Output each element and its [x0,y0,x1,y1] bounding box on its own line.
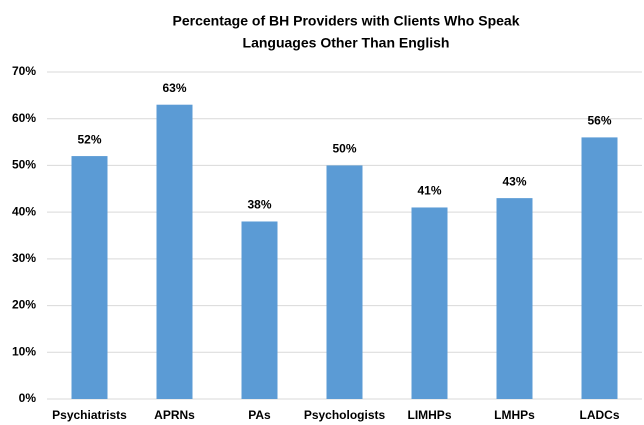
data-label: 41% [417,184,441,198]
y-tick-label: 0% [19,391,37,405]
data-label: 43% [502,174,526,188]
y-tick-label: 10% [12,344,36,358]
bar [326,165,363,399]
y-tick-label: 70% [12,64,36,78]
x-tick-label: LIMHPs [407,408,451,422]
y-tick-label: 50% [12,158,36,172]
data-label: 38% [247,198,271,212]
data-label: 63% [162,81,186,95]
x-tick-label: LADCs [579,408,619,422]
data-label: 52% [77,132,101,146]
bar [581,137,618,399]
y-tick-label: 60% [12,111,36,125]
bar [496,198,533,399]
bar [241,221,278,399]
data-label: 50% [332,142,356,156]
bar [71,156,108,399]
data-label: 56% [587,114,611,128]
bar [156,104,193,399]
x-tick-label: Psychiatrists [52,408,127,422]
x-tick-label: PAs [248,408,271,422]
bar [411,207,448,399]
x-tick-label: APRNs [154,408,195,422]
y-tick-label: 20% [12,298,36,312]
x-tick-label: LMHPs [494,408,535,422]
x-tick-label: Psychologists [304,408,386,422]
y-tick-label: 40% [12,204,36,218]
y-tick-label: 30% [12,251,36,265]
chart-title: Percentage of BH Providers with Clients … [173,13,520,29]
chart-title: Languages Other Than English [243,35,450,51]
